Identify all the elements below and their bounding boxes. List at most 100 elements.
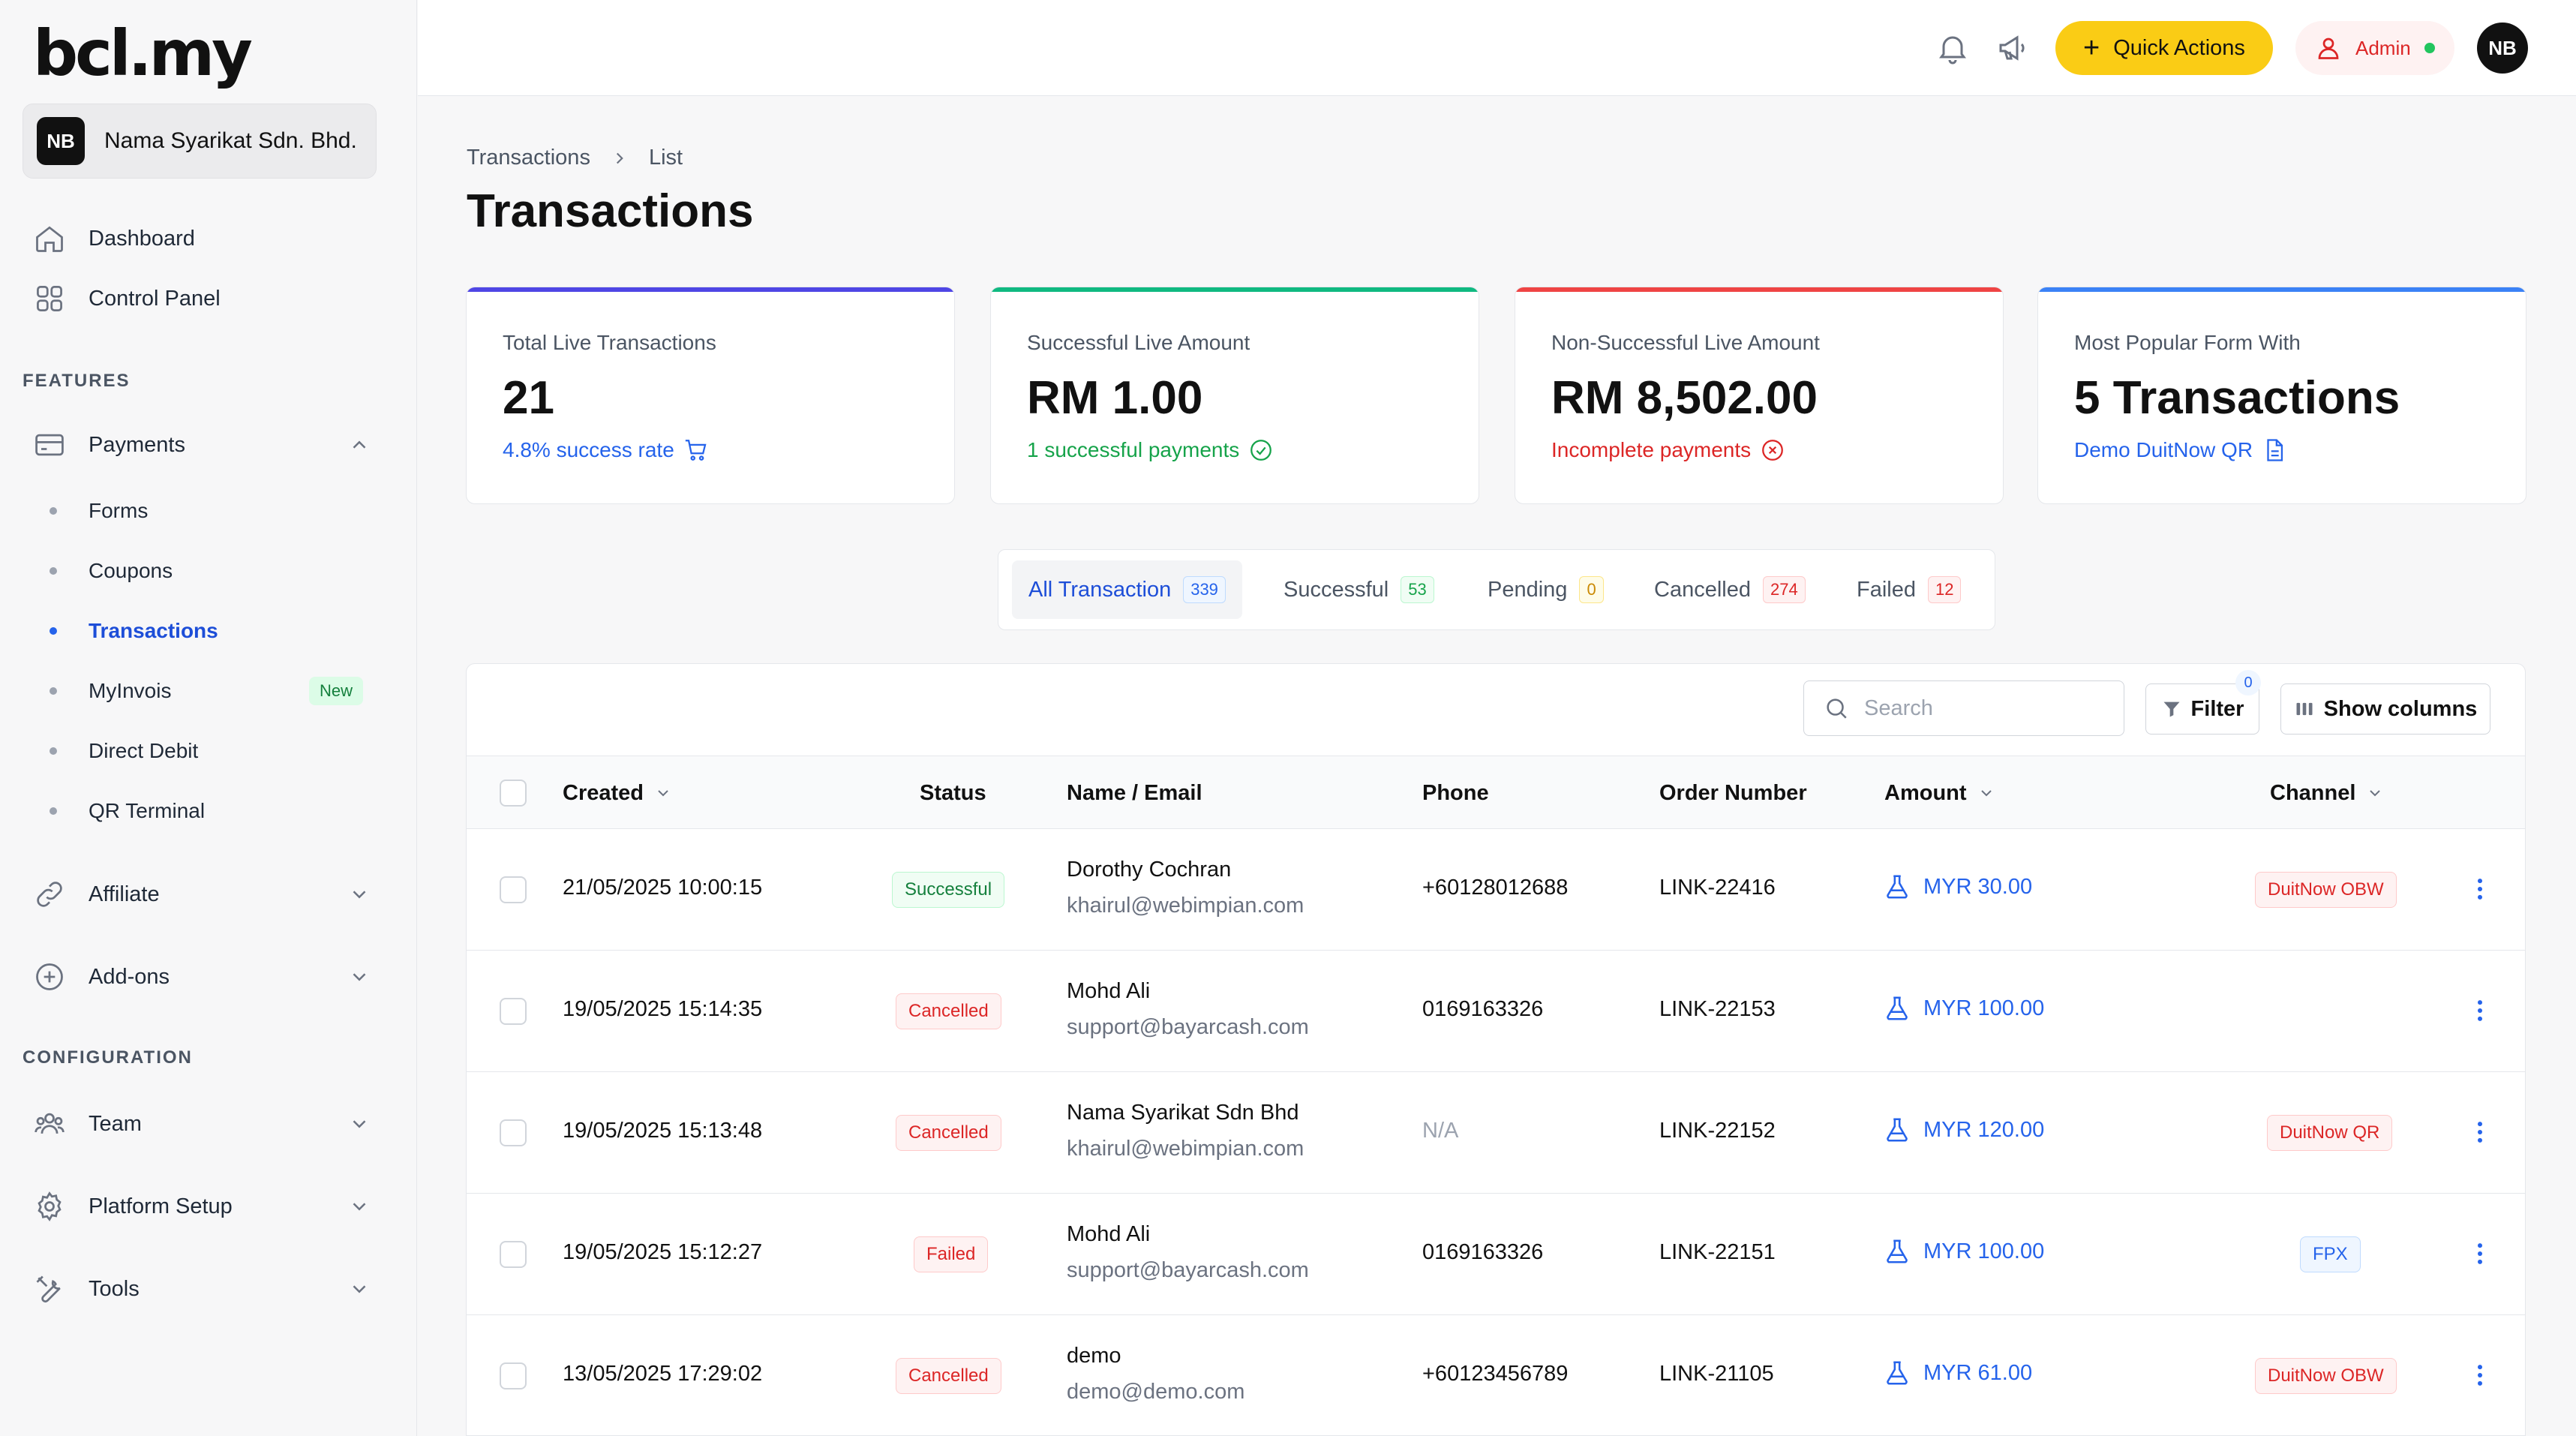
column-label: Name / Email <box>1067 780 1202 805</box>
tab-cancelled[interactable]: Cancelled 274 <box>1638 560 1822 619</box>
sidebar-item-label: QR Terminal <box>89 799 206 822</box>
stat-footer[interactable]: Demo DuitNow QR <box>2074 437 2287 463</box>
table-row[interactable]: 21/05/2025 10:00:15 Successful Dorothy C… <box>467 829 2525 951</box>
search-field[interactable] <box>1803 680 2124 736</box>
sidebar-item-myinvois[interactable]: MyInvois New <box>50 670 372 712</box>
stat-footer-text: 4.8% success rate <box>503 438 674 461</box>
chevron-down-icon[interactable] <box>348 966 371 988</box>
tab-successful[interactable]: Successful 53 <box>1267 560 1451 619</box>
row-checkbox[interactable] <box>500 876 527 903</box>
chevron-down-icon <box>2370 790 2381 797</box>
more-vertical-icon[interactable] <box>2465 996 2495 1026</box>
breadcrumb-current: List <box>648 146 683 170</box>
tab-failed[interactable]: Failed 12 <box>1840 560 1977 619</box>
sidebar-item-affiliate[interactable]: Affiliate <box>33 872 371 917</box>
sidebar-item-coupons[interactable]: Coupons <box>50 550 372 592</box>
more-vertical-icon[interactable] <box>2465 1360 2495 1390</box>
organization-switcher[interactable]: NB Nama Syarikat Sdn. Bhd. <box>23 104 377 179</box>
quick-actions-button[interactable]: + Quick Actions <box>2055 21 2273 75</box>
amount[interactable]: MYR 100.00 <box>1883 994 2044 1023</box>
megaphone-icon[interactable] <box>1995 30 2031 66</box>
sidebar-item-payments[interactable]: Payments <box>33 422 371 467</box>
column-label: Order Number <box>1659 780 1807 805</box>
row-checkbox[interactable] <box>500 1362 527 1389</box>
bell-icon[interactable] <box>1935 30 1971 66</box>
admin-role-badge[interactable]: Admin <box>2295 21 2454 75</box>
sidebar-item-team[interactable]: Team <box>33 1101 371 1146</box>
user-avatar[interactable]: NB <box>2477 23 2528 74</box>
popular-form-link[interactable]: Demo DuitNow QR <box>2074 438 2253 461</box>
show-columns-button[interactable]: Show columns <box>2280 683 2490 735</box>
table-row[interactable]: 19/05/2025 15:13:48 Cancelled Nama Syari… <box>467 1072 2525 1194</box>
column-header-created[interactable]: Created <box>563 756 672 830</box>
tab-label: Pending <box>1488 577 1568 602</box>
sidebar-item-qr-terminal[interactable]: QR Terminal <box>50 790 372 832</box>
more-vertical-icon[interactable] <box>2465 874 2495 904</box>
tools-icon <box>36 1275 61 1303</box>
amount[interactable]: MYR 61.00 <box>1883 1359 2032 1387</box>
created-date: 19/05/2025 15:13:48 <box>563 1119 763 1143</box>
column-label: Created <box>563 780 644 805</box>
amount[interactable]: MYR 100.00 <box>1883 1237 2044 1266</box>
bullet-dot <box>50 807 57 815</box>
online-status-dot <box>2424 43 2435 53</box>
created-date: 13/05/2025 17:29:02 <box>563 1362 763 1386</box>
sidebar-item-platform-setup[interactable]: Platform Setup <box>33 1184 371 1229</box>
tab-count-badge: 53 <box>1401 576 1434 603</box>
chevron-down-icon[interactable] <box>348 883 371 906</box>
status-badge: Cancelled <box>896 1115 1001 1151</box>
chevron-up-icon[interactable] <box>348 434 371 456</box>
chevron-down-icon[interactable] <box>348 1278 371 1300</box>
sidebar-item-dashboard[interactable]: Dashboard <box>33 216 371 261</box>
row-checkbox[interactable] <box>500 998 527 1025</box>
bullet-dot <box>50 507 57 515</box>
stat-footer-text: Incomplete payments <box>1551 438 1752 461</box>
stat-label: Total Live Transactions <box>503 331 716 354</box>
stat-footer: Incomplete payments <box>1551 437 1785 463</box>
status-badge: Cancelled <box>896 993 1001 1029</box>
sidebar-item-forms[interactable]: Forms <box>50 490 372 532</box>
column-header-channel[interactable]: Channel <box>2270 756 2384 830</box>
more-vertical-icon[interactable] <box>2465 1117 2495 1147</box>
sidebar-item-control-panel[interactable]: Control Panel <box>33 276 371 321</box>
sidebar-item-label: Dashboard <box>89 226 195 251</box>
document-icon <box>2267 439 2283 461</box>
brand-logo[interactable]: bcl.my <box>33 17 253 90</box>
sidebar-item-transactions[interactable]: Transactions <box>50 610 372 652</box>
sidebar-item-label: Team <box>89 1111 142 1136</box>
amount[interactable]: MYR 120.00 <box>1883 1116 2044 1144</box>
table-row[interactable]: 19/05/2025 15:12:27 Failed Mohd Ali supp… <box>467 1194 2525 1315</box>
chevron-down-icon[interactable] <box>348 1113 371 1135</box>
chevron-down-icon[interactable] <box>348 1195 371 1218</box>
select-all-checkbox[interactable] <box>500 780 527 807</box>
flask-icon <box>1887 1239 1908 1263</box>
customer-name: demo <box>1067 1344 1121 1368</box>
table-row[interactable]: 19/05/2025 15:14:35 Cancelled Mohd Ali s… <box>467 951 2525 1072</box>
bullet-dot <box>50 627 57 635</box>
table-row[interactable]: 13/05/2025 17:29:02 Cancelled demo demo@… <box>467 1315 2525 1435</box>
chevron-right-icon <box>616 152 623 164</box>
customer-name: Mohd Ali <box>1067 1222 1151 1246</box>
column-label: Channel <box>2270 780 2356 805</box>
tab-all-transaction[interactable]: All Transaction 339 <box>1012 560 1242 619</box>
amount[interactable]: MYR 30.00 <box>1883 873 2032 901</box>
columns-icon <box>2296 702 2313 716</box>
more-vertical-icon[interactable] <box>2465 1239 2495 1269</box>
status-badge: Cancelled <box>896 1358 1001 1394</box>
search-input[interactable] <box>1864 695 2112 721</box>
row-checkbox[interactable] <box>500 1119 527 1146</box>
sidebar-item-addons[interactable]: Add-ons <box>33 954 371 999</box>
row-checkbox[interactable] <box>500 1241 527 1268</box>
customer-email: khairul@webimpian.com <box>1067 1137 1305 1161</box>
plus-icon: + <box>2083 32 2100 64</box>
sidebar-item-tools[interactable]: Tools <box>33 1266 371 1311</box>
column-header-amount[interactable]: Amount <box>1884 756 1995 830</box>
status-badge: Successful <box>892 872 1005 908</box>
column-header-status: Status <box>920 756 986 830</box>
home-icon <box>36 226 63 252</box>
status-tabs: All Transaction 339 Successful 53 Pendin… <box>998 549 1995 630</box>
breadcrumb-root[interactable]: Transactions <box>467 146 590 170</box>
sidebar-item-direct-debit[interactable]: Direct Debit <box>50 730 372 772</box>
tab-pending[interactable]: Pending 0 <box>1471 560 1620 619</box>
plus-circle-icon <box>36 963 63 990</box>
